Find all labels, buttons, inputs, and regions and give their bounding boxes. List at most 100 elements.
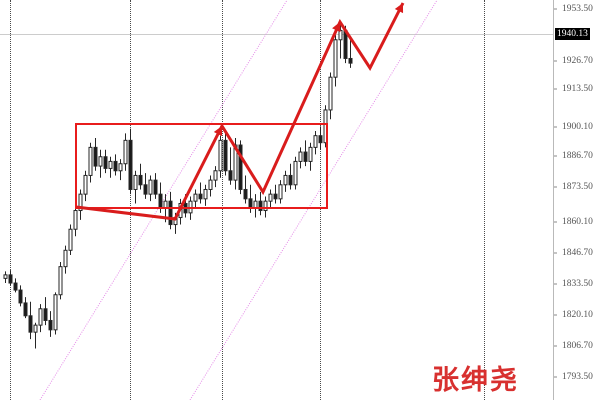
candlestick [303,140,308,167]
price-axis[interactable]: 1953.50 1926.70 1913.50 1900.10 1886.70 1873.… [553,0,600,400]
price-axis-label: 1873.50 [562,182,593,192]
candlestick [333,35,338,87]
candlestick [8,270,13,286]
candlestick [268,189,273,209]
price-axis-label: 1886.70 [562,151,593,161]
candlestick [58,261,63,300]
candlestick [138,163,143,190]
price-axis-label: 1793.50 [562,372,593,382]
candlestick [313,130,318,155]
candlestick [23,297,28,319]
axis-tick [554,283,557,285]
candlestick [308,142,313,171]
vertical-gridline [130,0,131,400]
candlestick [28,301,33,340]
candlestick [328,72,333,120]
lower-channel-line [39,0,288,400]
candlestick [103,149,108,174]
candlestick [198,182,203,204]
vertical-gridline [484,0,485,400]
candlestick [3,271,8,284]
axis-tick [554,252,557,254]
price-axis-label: 1833.50 [562,279,593,289]
zigzag-arrowhead-peak [332,22,341,33]
candlestick [298,147,303,169]
candlestick [168,191,173,230]
candlestick [238,140,243,195]
candlestick [93,138,98,171]
candlestick [33,322,38,349]
candlestick [258,191,263,216]
price-axis-label: 1820.10 [562,310,593,320]
candlestick-series [3,21,353,349]
consolidation-range-box [75,123,328,209]
candlestick [228,147,233,185]
axis-tick [554,60,557,62]
candlestick [83,170,88,202]
candlestick [153,173,158,199]
trend-channel [39,0,438,400]
candlestick [208,175,213,197]
candlestick [213,166,218,188]
candlestick [13,278,18,293]
candlestick [38,304,43,333]
vertical-gridline [10,0,11,400]
candlestick [318,126,323,150]
zigzag-arrowhead-target [394,3,404,14]
candlestick [283,170,288,192]
upper-channel-line [189,0,438,400]
candlestick [143,173,148,199]
candlestick [223,130,228,176]
candlestick [53,292,58,335]
candlestick [148,175,153,202]
candlestick [48,311,53,337]
axis-tick [554,8,557,10]
axis-tick [554,221,557,223]
axis-tick [554,88,557,90]
projection-zigzag-line [75,2,405,221]
axis-tick [554,155,557,157]
candlestick [118,159,123,181]
candlestick [108,156,113,178]
candlestick [193,189,198,209]
candlestick [133,170,138,204]
price-chart-plot-area[interactable]: 张绅尧 [0,0,553,400]
candlestick [88,142,93,183]
candlestick [98,149,103,178]
price-axis-label: 1926.70 [562,56,593,66]
analysis-annotations [75,2,405,221]
axis-tick [554,314,557,316]
axis-tick [554,376,557,378]
current-price-tag[interactable]: 1940.13 [555,28,590,40]
vertical-gridline [320,0,321,400]
price-axis-label: 1860.10 [562,217,593,227]
vertical-gridline [222,0,223,400]
candlestick [113,154,118,176]
axis-tick [554,126,557,128]
candlestick [348,39,353,68]
price-axis-label: 1806.70 [562,341,593,351]
candlestick [273,184,278,204]
candlestick [78,189,83,220]
candlestick [43,297,48,326]
candlestick [73,205,78,237]
price-axis-label: 1953.50 [562,4,593,14]
candlestick [293,156,298,190]
candlestick [63,245,68,274]
candlestick [288,163,293,190]
axis-tick [554,345,557,347]
candlestick [243,175,248,204]
candlestick [128,128,133,195]
candlestick [203,184,208,206]
candlestick [338,21,343,59]
price-axis-label: 1913.50 [562,84,593,94]
price-axis-label: 1846.70 [562,248,593,258]
price-level-line [0,34,553,35]
axis-tick [554,186,557,188]
price-axis-label: 1900.10 [562,122,593,132]
candlestick [218,135,223,178]
candlestick [278,180,283,204]
zigzag-arrowhead-mid [213,126,223,137]
author-watermark: 张绅尧 [432,365,519,396]
